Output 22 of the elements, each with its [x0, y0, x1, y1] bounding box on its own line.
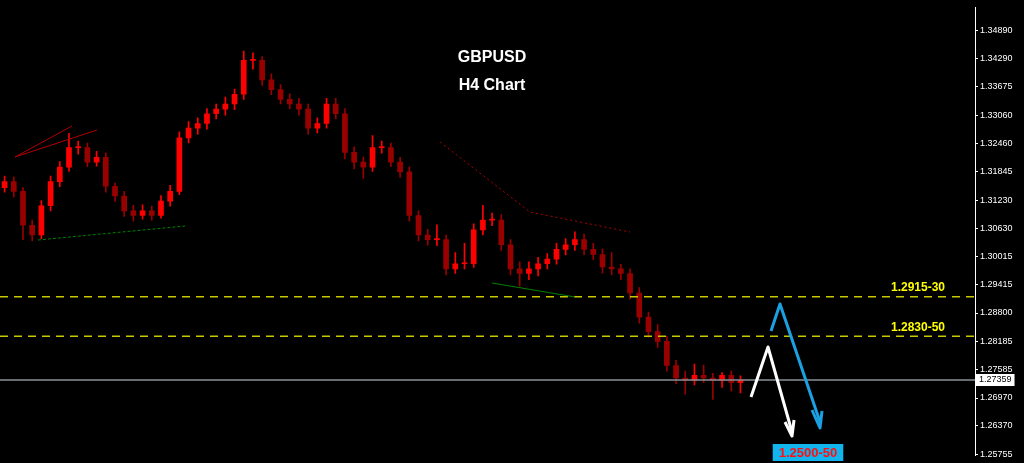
annotation: 1.2500-50 [778, 444, 838, 460]
y-tick-label: 1.25755 [980, 448, 1013, 459]
y-tick-label: 1.27585 [980, 363, 1013, 374]
y-tick-label: 1.32460 [980, 137, 1013, 148]
y-tick-label: 1.33060 [980, 109, 1013, 120]
y-tick-label: 1.26370 [980, 420, 1013, 431]
ref-line-label: 1.27359 [979, 374, 1012, 385]
ref-line-label: 1.2915-30 [890, 280, 946, 295]
y-tick-label: 1.30630 [980, 222, 1013, 233]
y-tick-label: 1.30015 [980, 251, 1013, 262]
y-tick-label: 1.34890 [980, 24, 1013, 35]
text: H4 Chart [458, 76, 527, 94]
ref-line-label: 1.2830-50 [890, 319, 946, 334]
y-tick-label: 1.33675 [980, 81, 1013, 92]
y-tick-label: 1.26970 [980, 392, 1013, 403]
y-tick-label: 1.29415 [980, 278, 1013, 289]
y-tick-label: 1.31845 [980, 166, 1013, 177]
y-tick-label: 1.28800 [980, 307, 1013, 318]
y-tick-label: 1.28185 [980, 336, 1013, 347]
y-tick-label: 1.31230 [980, 194, 1013, 205]
text: GBPUSD [457, 48, 527, 66]
y-tick-label: 1.34290 [980, 52, 1013, 63]
